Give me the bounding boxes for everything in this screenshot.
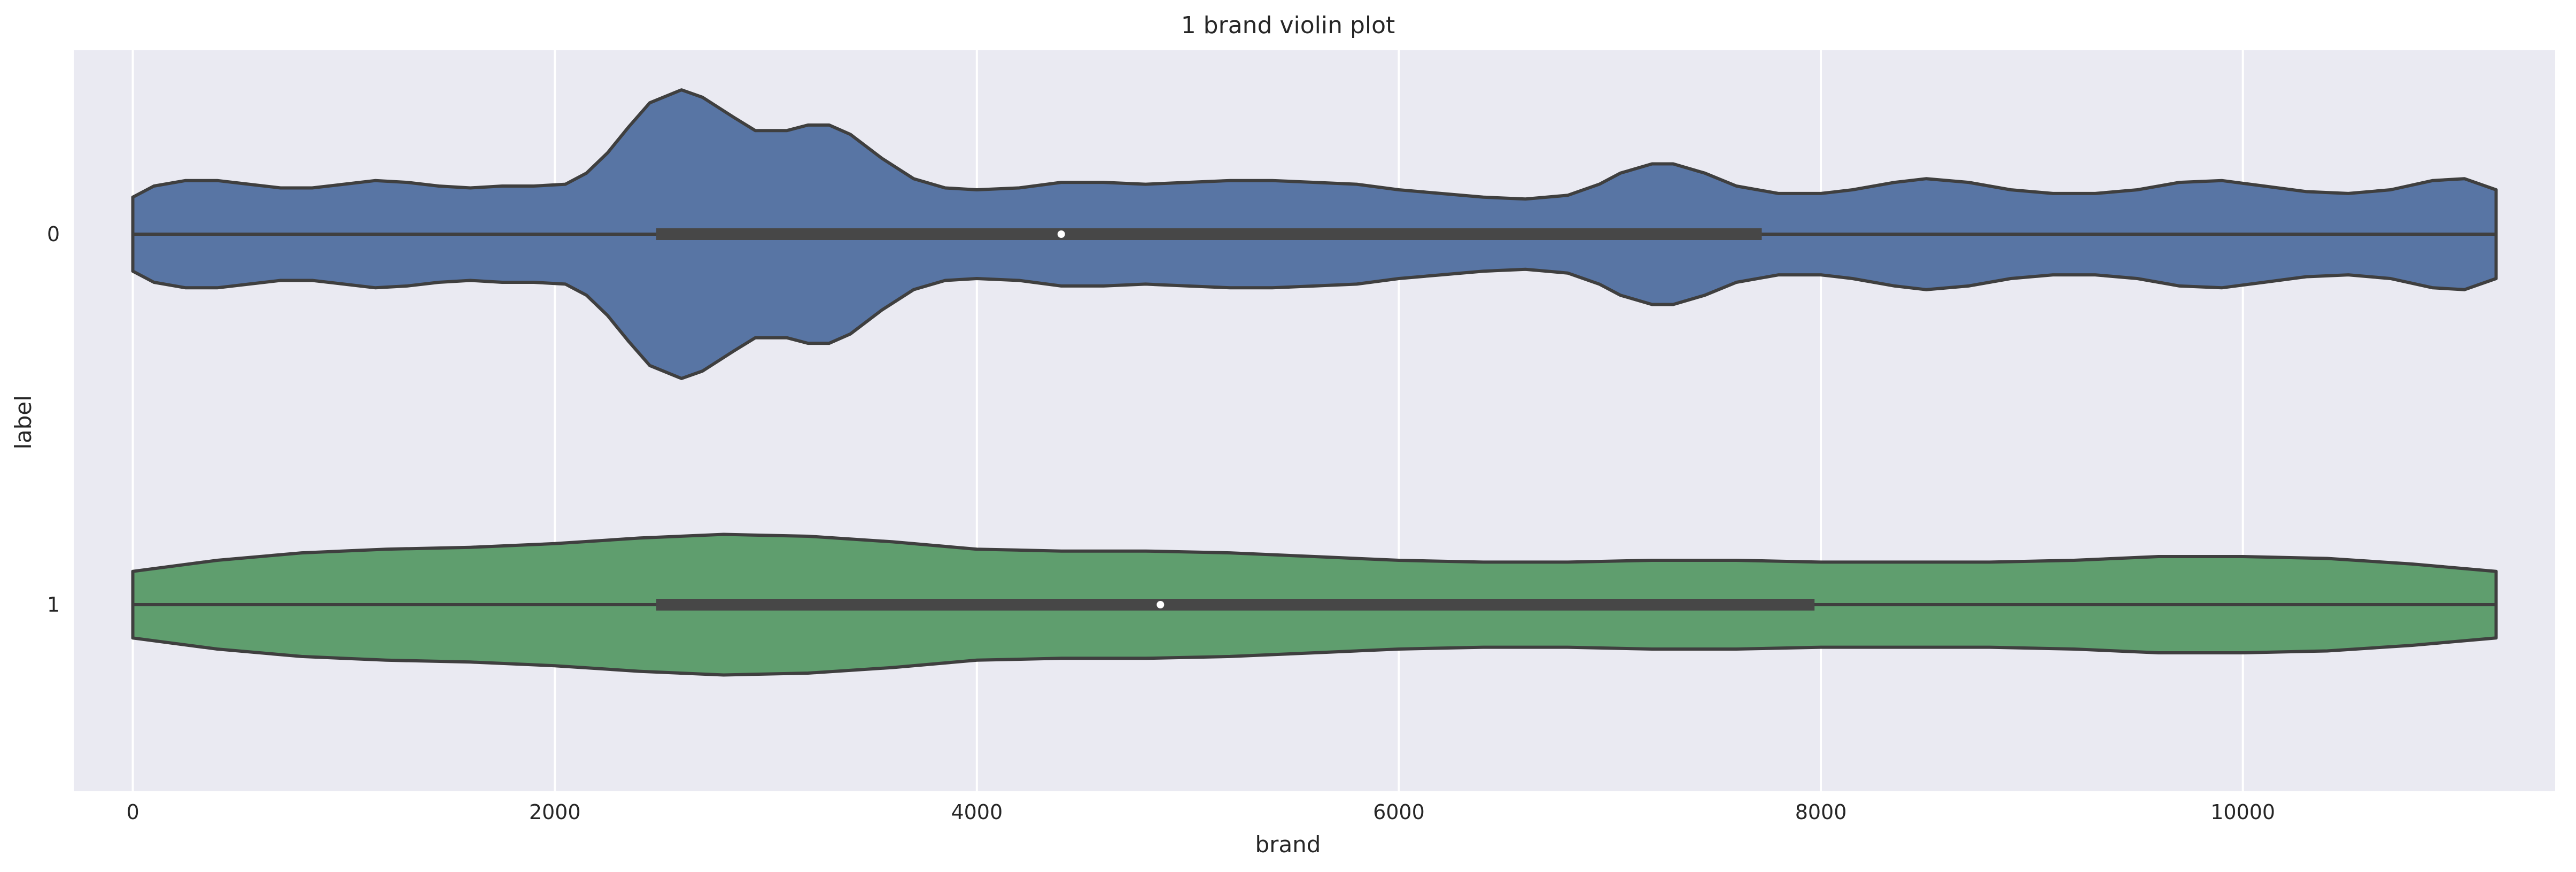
x-axis: 0 2000 4000 6000 8000 10000 bbox=[126, 800, 2275, 824]
x-tick-label: 10000 bbox=[2210, 800, 2275, 824]
x-tick-label: 8000 bbox=[1795, 800, 1847, 824]
violin-median-1 bbox=[1157, 601, 1165, 608]
chart-title: 1 brand violin plot bbox=[1181, 12, 1395, 39]
x-tick-label: 2000 bbox=[529, 800, 581, 824]
plot-area bbox=[74, 50, 2555, 791]
y-axis-label: label bbox=[10, 395, 36, 450]
y-axis: 01 bbox=[47, 222, 60, 616]
x-tick-label: 6000 bbox=[1373, 800, 1425, 824]
violins bbox=[131, 88, 2498, 677]
x-axis-label: brand bbox=[1255, 831, 1321, 858]
violin-median-0 bbox=[1057, 230, 1065, 238]
y-tick-label: 1 bbox=[47, 593, 60, 616]
grid bbox=[131, 50, 2244, 791]
y-tick-label: 0 bbox=[47, 222, 60, 246]
x-tick-label: 0 bbox=[126, 800, 139, 824]
x-tick-label: 4000 bbox=[951, 800, 1003, 824]
